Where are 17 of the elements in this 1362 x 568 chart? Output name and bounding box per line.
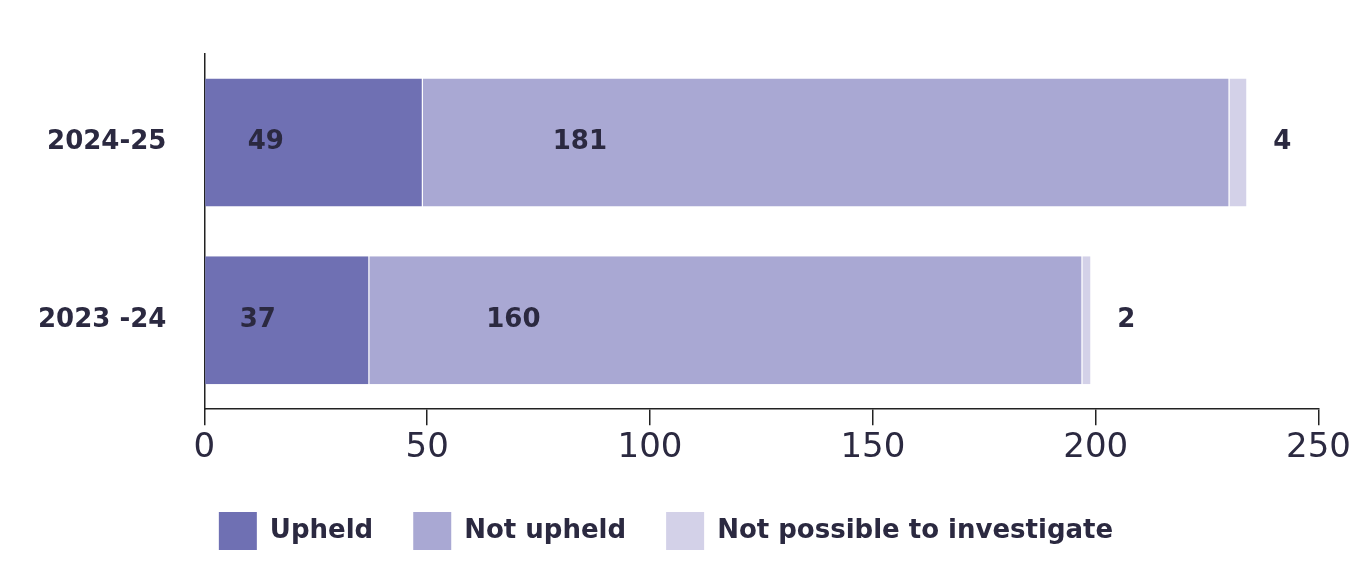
x-tick-label: 0 bbox=[193, 425, 216, 466]
y-tick-label: 2024-25 bbox=[47, 125, 167, 156]
legend-label: Not upheld bbox=[464, 513, 627, 544]
data-label: 37 bbox=[239, 303, 276, 334]
data-label: 160 bbox=[486, 303, 541, 334]
legend-label: Upheld bbox=[269, 513, 374, 544]
data-label: 2 bbox=[1117, 303, 1136, 334]
x-tick-label: 100 bbox=[617, 425, 683, 466]
x-tick-label: 150 bbox=[840, 425, 906, 466]
data-label: 181 bbox=[552, 125, 608, 156]
data-label: 49 bbox=[247, 125, 284, 156]
x-tick-label: 50 bbox=[405, 425, 449, 466]
data-label: 4 bbox=[1273, 125, 1292, 156]
x-tick-label: 250 bbox=[1286, 425, 1352, 466]
y-tick-label: 2023 -24 bbox=[38, 303, 167, 334]
legend-label: Not possible to investigate bbox=[717, 513, 1114, 544]
x-tick-label: 200 bbox=[1063, 425, 1129, 466]
